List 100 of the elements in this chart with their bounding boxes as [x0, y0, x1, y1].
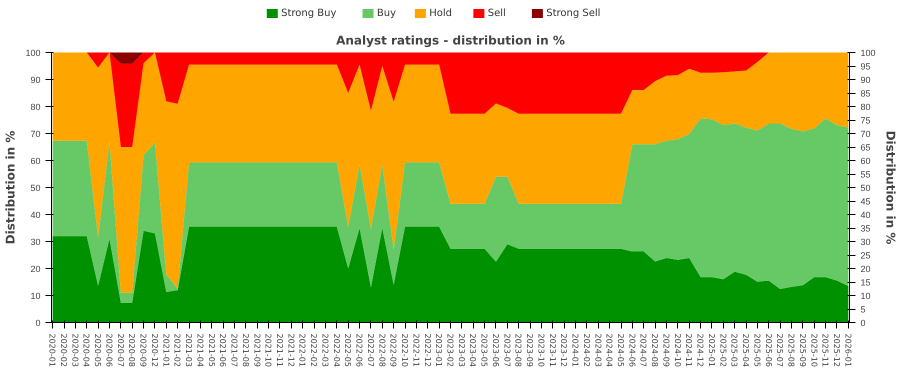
x-tick-label: 2023-05 — [480, 334, 489, 367]
x-tick-label: 2025-01 — [706, 334, 716, 367]
y-axis-title: Distribution in % — [3, 130, 18, 244]
x-tick-label: 2020-05 — [93, 334, 102, 367]
x-tick-label: 2023-12 — [559, 334, 568, 367]
x-tick-label: 2021-11 — [274, 334, 284, 367]
x-tick-label: 2024-10 — [672, 334, 682, 367]
x-tick-label: 2023-07 — [502, 334, 512, 367]
x-tick-label: 2022-01 — [298, 334, 307, 367]
x-tick-label: 2023-06 — [490, 334, 500, 367]
x-tick-label: 2023-10 — [536, 334, 546, 367]
chart-title: Analyst ratings - distribution in % — [336, 34, 565, 48]
y2-axis-title: Distribution in % — [884, 130, 898, 244]
x-tick-label: 2021-10 — [264, 334, 273, 367]
x-tick-label: 2025-07 — [775, 334, 784, 367]
x-tick-label: 2023-01 — [434, 334, 444, 367]
legend-label: Hold — [429, 8, 452, 19]
x-tick-label: 2021-04 — [195, 334, 204, 367]
legend-label: Buy — [376, 8, 396, 19]
x-tick-label: 2024-08 — [650, 334, 660, 367]
x-tick-label: 2024-07 — [638, 334, 648, 367]
y2-tick-label: 40 — [860, 210, 871, 220]
x-tick-label: 2026-01 — [843, 334, 852, 367]
y-tick-label: 40 — [30, 210, 41, 220]
x-tick-label: 2025-09 — [798, 334, 807, 367]
y-tick-label: 30 — [30, 237, 41, 247]
x-tick-label: 2024-03 — [593, 334, 602, 367]
legend-label: Strong Buy — [281, 8, 336, 19]
y2-tick-label: 30 — [860, 237, 871, 247]
x-tick-label: 2021-09 — [252, 334, 262, 367]
y2-tick-label: 50 — [860, 183, 871, 193]
x-tick-label: 2020-01 — [48, 334, 57, 367]
x-tick-label: 2024-11 — [684, 334, 694, 367]
y2-tick-label: 75 — [860, 116, 871, 126]
y2-tick-label: 5 — [860, 304, 866, 314]
y2-tick-label: 55 — [860, 170, 871, 180]
x-tick-label: 2023-04 — [468, 334, 478, 367]
y2-tick-label: 65 — [860, 142, 871, 152]
x-tick-label: 2022-10 — [400, 334, 410, 367]
x-tick-label: 2020-08 — [127, 334, 136, 367]
y-tick-label: 50 — [30, 183, 41, 193]
legend-label: Strong Sell — [546, 8, 600, 19]
x-tick-label: 2020-06 — [104, 334, 114, 367]
x-tick-label: 2021-01 — [161, 334, 170, 367]
x-tick-label: 2020-04 — [82, 334, 91, 367]
x-tick-label: 2025-04 — [741, 334, 750, 367]
x-tick-label: 2025-05 — [752, 334, 762, 367]
x-tick-label: 2024-12 — [696, 334, 705, 367]
x-tick-label: 2022-11 — [411, 334, 420, 367]
x-tick-label: 2021-12 — [286, 334, 296, 367]
x-tick-label: 2022-12 — [422, 334, 432, 367]
x-tick-label: 2023-09 — [525, 334, 534, 367]
legend-label: Sell — [488, 8, 506, 19]
x-tick-label: 2022-06 — [354, 334, 364, 367]
x-tick-label: 2022-09 — [388, 334, 398, 367]
y2-tick-label: 70 — [860, 129, 871, 139]
x-tick-label: 2020-03 — [70, 334, 80, 367]
y2-tick-label: 100 — [860, 48, 876, 58]
y-tick-label: 10 — [30, 291, 41, 301]
x-tick-label: 2021-02 — [172, 334, 182, 367]
x-tick-label: 2021-03 — [184, 334, 194, 367]
y2-tick-label: 35 — [860, 224, 871, 234]
x-tick-label: 2020-02 — [59, 334, 68, 367]
x-tick-label: 2023-02 — [446, 334, 454, 367]
y2-tick-label: 10 — [860, 291, 871, 301]
y-tick-label: 0 — [35, 318, 41, 328]
y2-tick-label: 20 — [860, 264, 871, 274]
x-tick-label: 2021-06 — [218, 334, 228, 367]
x-tick-label: 2020-07 — [116, 334, 125, 367]
y-tick-label: 100 — [25, 48, 41, 58]
x-tick-label: 2024-05 — [616, 334, 626, 367]
x-tick-label: 2024-02 — [582, 334, 591, 367]
x-tick-label: 2022-03 — [320, 334, 330, 367]
x-tick-label: 2022-07 — [366, 334, 375, 367]
y2-tick-label: 60 — [860, 156, 871, 166]
y-tick-label: 70 — [30, 129, 41, 139]
y2-tick-label: 15 — [860, 278, 871, 288]
y-tick-label: 20 — [30, 264, 41, 274]
x-tick-label: 2025-12 — [832, 334, 841, 367]
x-tick-label: 2021-07 — [230, 334, 239, 367]
y-tick-label: 90 — [30, 75, 41, 85]
x-tick-label: 2022-02 — [309, 334, 318, 367]
y2-tick-label: 25 — [860, 250, 871, 260]
y2-tick-label: 90 — [860, 75, 871, 85]
x-tick-label: 2022-05 — [343, 334, 352, 367]
y2-tick-label: 80 — [860, 102, 871, 112]
x-tick-label: 2024-04 — [604, 334, 614, 367]
y2-tick-label: 85 — [860, 88, 871, 98]
y2-tick-label: 0 — [860, 318, 866, 328]
x-tick-label: 2023-11 — [548, 334, 557, 367]
y-tick-label: 80 — [30, 102, 41, 112]
x-tick-label: 2020-12 — [150, 334, 159, 367]
x-tick-label: 2024-09 — [661, 334, 670, 367]
y-tick-label: 60 — [30, 156, 41, 166]
x-tick-label: 2022-04 — [332, 334, 341, 367]
x-tick-label: 2025-08 — [786, 334, 796, 367]
x-tick-label: 2023-08 — [514, 334, 523, 367]
x-tick-label: 2025-11 — [820, 334, 830, 367]
x-tick-label: 2024-06 — [627, 334, 636, 367]
y2-tick-label: 95 — [860, 62, 871, 72]
